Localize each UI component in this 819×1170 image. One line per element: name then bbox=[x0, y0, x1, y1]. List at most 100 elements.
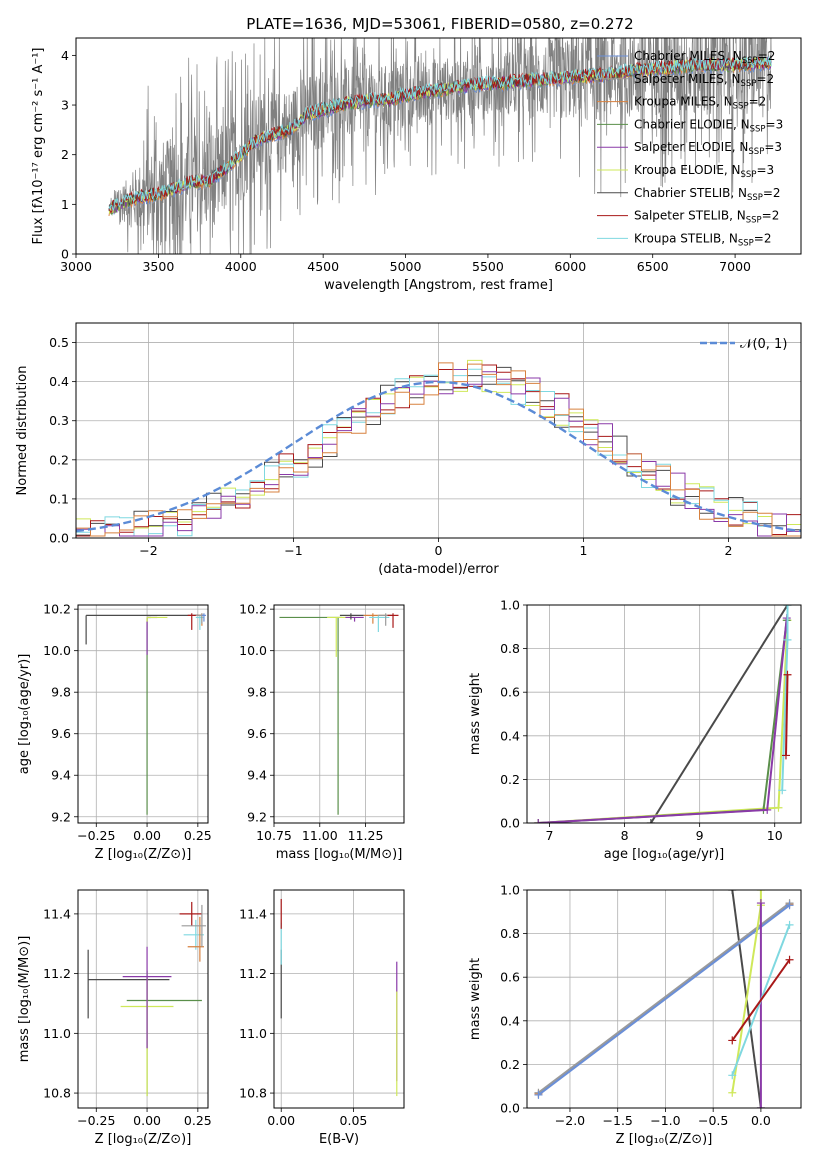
y-tick-label: 0.3 bbox=[49, 413, 69, 428]
x-axis-label: wavelength [Angstrom, rest frame] bbox=[324, 278, 553, 293]
y-tick-label: 0.0 bbox=[500, 1101, 520, 1116]
y-tick-label: 0.4 bbox=[500, 1013, 520, 1028]
x-tick-label: −1.0 bbox=[650, 1113, 680, 1128]
weight-marker bbox=[785, 920, 794, 929]
weight-marker bbox=[646, 819, 655, 823]
x-tick-label: 0.00 bbox=[267, 1113, 295, 1128]
y-tick-label: 9.8 bbox=[247, 685, 267, 700]
plot-area bbox=[279, 613, 399, 815]
y-axis-label: Normed distribution bbox=[15, 366, 30, 496]
weight-marker bbox=[763, 805, 772, 814]
x-axis-label: (data-model)/error bbox=[378, 562, 499, 577]
x-tick-label: 2 bbox=[725, 543, 733, 558]
weight-marker bbox=[785, 901, 794, 910]
x-tick-label: −2.0 bbox=[555, 1113, 585, 1128]
y-tick-label: 0.5 bbox=[49, 335, 69, 350]
weight-line-2 bbox=[537, 902, 791, 1094]
y-tick-label: 0.2 bbox=[49, 452, 69, 467]
weight-marker bbox=[756, 1104, 765, 1108]
x-tick-label: 0.0 bbox=[751, 1113, 771, 1128]
weight-marker bbox=[728, 1071, 737, 1080]
y-tick-label: 0.0 bbox=[500, 816, 520, 831]
legend-entry: 𝒩(0, 1) bbox=[740, 337, 787, 352]
axes-frame bbox=[273, 889, 405, 1109]
legend-entry: Kroupa ELODIE, NSSP=3 bbox=[634, 163, 774, 180]
x-axis-label: Z [log₁₀(Z/Z⊙)] bbox=[616, 1132, 713, 1147]
x-tick-label: 3500 bbox=[142, 259, 174, 274]
plot-area bbox=[87, 901, 206, 1097]
x-tick-label: −1 bbox=[284, 543, 302, 558]
y-tick-label: 2 bbox=[61, 147, 69, 162]
y-tick-label: 0.2 bbox=[500, 1057, 520, 1072]
x-tick-label: 9 bbox=[696, 828, 704, 843]
x-tick-label: 6500 bbox=[637, 259, 669, 274]
plot-area bbox=[534, 890, 794, 1108]
y-axis-label: age [log₁₀(age/yr)] bbox=[17, 654, 32, 775]
y-tick-label: 1.0 bbox=[500, 598, 520, 613]
x-tick-label: −0.25 bbox=[77, 828, 115, 843]
y-tick-label: 0.8 bbox=[500, 641, 520, 656]
x-tick-label: 0 bbox=[435, 543, 443, 558]
y-tick-label: 9.2 bbox=[247, 809, 267, 824]
model-line-8 bbox=[108, 56, 772, 212]
panel-residuals: −2 −1 0 1 2 0.0 0.1 0.2 0.3 0.4 0.5 (data-model)/er… bbox=[15, 322, 802, 577]
x-axis-label: Z [log₁₀(Z/Z⊙)] bbox=[95, 1132, 192, 1147]
x-tick-label: 0.00 bbox=[133, 828, 161, 843]
model-line-7 bbox=[108, 56, 772, 214]
y-tick-label: 3 bbox=[61, 98, 69, 113]
weight-marker bbox=[534, 819, 543, 823]
y-tick-label: 0.2 bbox=[500, 772, 520, 787]
legend-entry: Salpeter ELODIE, NSSP=3 bbox=[634, 140, 782, 157]
panel-cum_weight_vs_Z: −2.0 −1.5 −1.0 −0.5 0.0 0.0 0.2 0.4 0.6 0.8 1.0 Z [… bbox=[468, 883, 802, 1147]
weight-marker bbox=[756, 899, 765, 908]
x-tick-label: 11.25 bbox=[348, 828, 384, 843]
weight-line-2 bbox=[538, 620, 788, 823]
x-tick-label: 7 bbox=[546, 828, 554, 843]
y-tick-label: 0.6 bbox=[500, 685, 520, 700]
histogram-4 bbox=[76, 369, 801, 537]
gaussian-curve bbox=[76, 380, 801, 533]
axes-frame bbox=[75, 37, 802, 255]
weight-marker bbox=[778, 786, 787, 795]
figure-title: PLATE=1636, MJD=53061, FIBERID=0580, z=0… bbox=[246, 15, 633, 33]
x-tick-label: 5000 bbox=[390, 259, 422, 274]
y-tick-label: 11.2 bbox=[239, 966, 267, 981]
legend-entry: Chabrier ELODIE, NSSP=3 bbox=[634, 117, 783, 134]
y-axis-label: Flux [fλ10⁻¹⁷ erg cm⁻² s⁻¹ A⁻¹] bbox=[31, 48, 46, 245]
legend-entry: Salpeter MILES, NSSP=2 bbox=[634, 72, 774, 89]
weight-marker bbox=[756, 890, 765, 894]
x-tick-label: −2 bbox=[139, 543, 157, 558]
axes-frame bbox=[75, 322, 802, 539]
weight-line-7 bbox=[731, 959, 791, 1041]
x-tick-label: 0.00 bbox=[133, 1113, 161, 1128]
y-tick-label: 10.0 bbox=[43, 643, 71, 658]
axes-frame bbox=[77, 889, 209, 1109]
y-tick-label: 0.8 bbox=[500, 926, 520, 941]
plot-area bbox=[76, 359, 801, 537]
weight-line-1 bbox=[538, 620, 789, 823]
legend: Chabrier MILES, NSSP=2 Salpeter MILES, NS… bbox=[597, 49, 783, 248]
panel-mass_vs_EBV: 0.00 0.05 10.8 11.0 11.2 11.4 E(B-V) bbox=[239, 889, 405, 1147]
y-tick-label: 10.2 bbox=[239, 602, 267, 617]
y-tick-label: 11.4 bbox=[239, 906, 267, 921]
legend-entry: Chabrier MILES, NSSP=2 bbox=[634, 49, 775, 66]
y-axis-label: mass weight bbox=[468, 958, 483, 1040]
x-axis-label: E(B-V) bbox=[319, 1132, 359, 1147]
x-axis-label: mass [log₁₀(M/M⊙)] bbox=[276, 847, 403, 862]
y-tick-label: 1 bbox=[61, 197, 69, 212]
x-tick-label: −0.25 bbox=[77, 1113, 115, 1128]
y-tick-label: 9.6 bbox=[247, 726, 267, 741]
y-tick-label: 9.2 bbox=[51, 809, 71, 824]
weight-marker bbox=[783, 605, 792, 609]
x-tick-label: 4500 bbox=[307, 259, 339, 274]
axes-frame bbox=[526, 889, 802, 1109]
x-tick-label: 10.75 bbox=[256, 828, 292, 843]
y-tick-label: 11.0 bbox=[43, 1026, 71, 1041]
y-tick-label: 10.0 bbox=[239, 643, 267, 658]
y-tick-label: 0.4 bbox=[49, 374, 69, 389]
x-tick-label: 8 bbox=[621, 828, 629, 843]
weight-marker bbox=[785, 955, 794, 964]
y-tick-label: 10.8 bbox=[43, 1086, 71, 1101]
panel-cum_weight_vs_age: 7 8 9 10 0.0 0.2 0.4 0.6 0.8 1.0 age [log₁₀(age/yr… bbox=[468, 598, 802, 862]
